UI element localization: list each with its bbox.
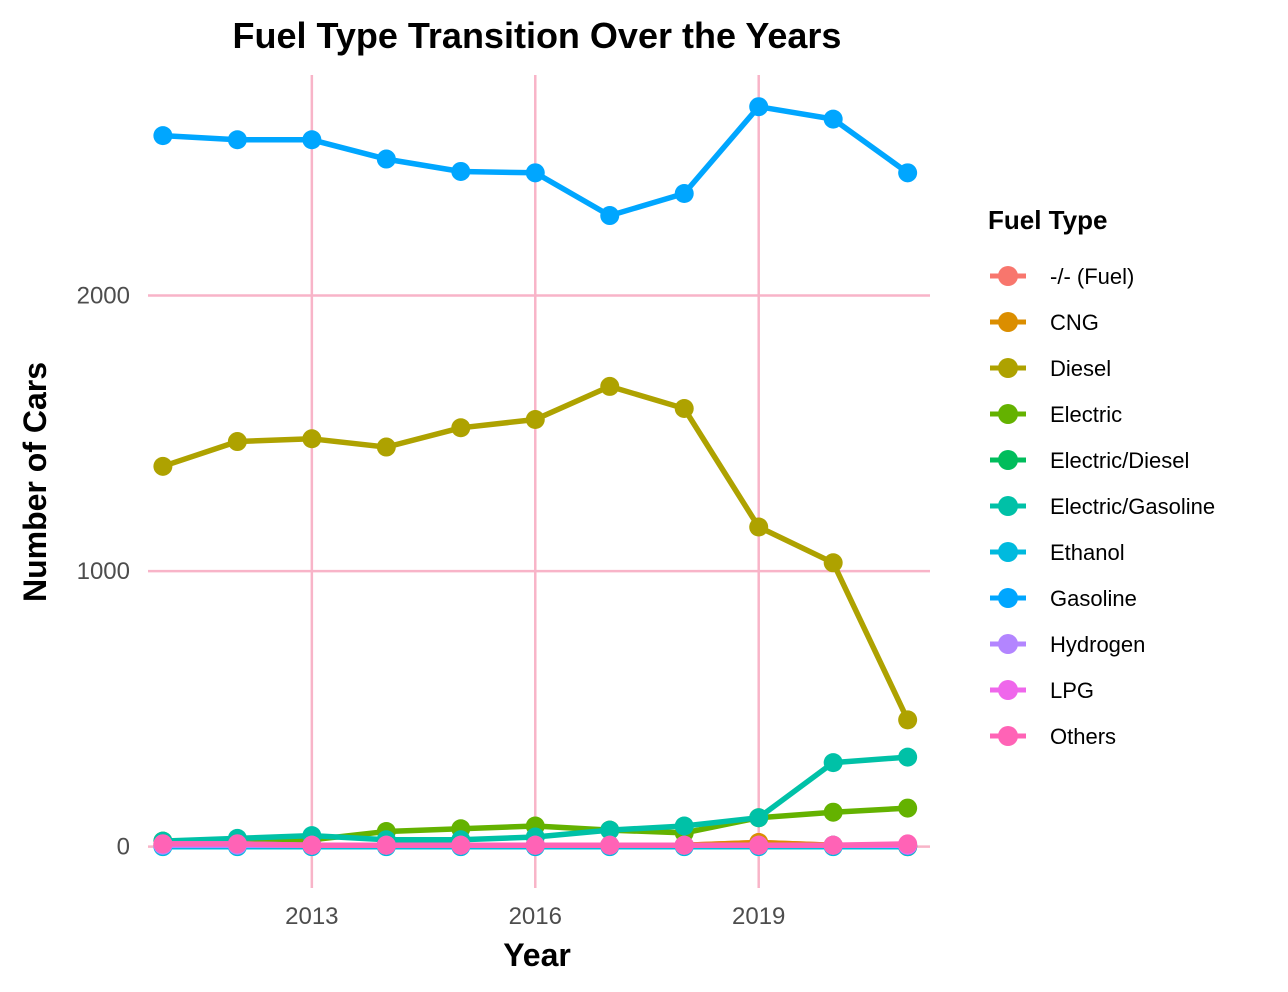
- legend-key-point: [998, 266, 1018, 286]
- legend-label: CNG: [1050, 310, 1099, 335]
- legend-key-point: [998, 358, 1018, 378]
- legend-label: Electric/Gasoline: [1050, 494, 1215, 519]
- legend-key-point: [998, 542, 1018, 562]
- data-point: [376, 149, 396, 169]
- legend-item: Electric/Gasoline: [990, 494, 1215, 519]
- legend-key-point: [998, 726, 1018, 746]
- data-point: [898, 834, 918, 854]
- legend-item: LPG: [990, 678, 1094, 703]
- series-layer: [153, 97, 918, 857]
- data-point: [153, 456, 173, 476]
- legend-item: Electric/Diesel: [990, 448, 1189, 473]
- data-point: [600, 376, 620, 396]
- legend-key-point: [998, 496, 1018, 516]
- series: [153, 834, 918, 855]
- legend-label: Gasoline: [1050, 586, 1137, 611]
- data-point: [451, 835, 471, 855]
- data-point: [674, 816, 694, 836]
- data-point: [600, 820, 620, 840]
- data-point: [823, 835, 843, 855]
- x-tick-label: 2019: [732, 903, 785, 930]
- x-axis-title: Year: [503, 937, 571, 973]
- legend-item: Ethanol: [990, 540, 1125, 565]
- data-point: [302, 835, 322, 855]
- x-tick-label: 2016: [509, 903, 562, 930]
- legend-label: Diesel: [1050, 356, 1111, 381]
- data-point: [525, 835, 545, 855]
- legend-item: CNG: [990, 310, 1099, 335]
- legend-label: Ethanol: [1050, 540, 1125, 565]
- y-tick-label: 1000: [77, 558, 130, 585]
- data-point: [823, 802, 843, 822]
- legend-label: Electric: [1050, 402, 1122, 427]
- x-axis-ticks: 2013 2016 2019: [285, 903, 785, 930]
- data-point: [823, 109, 843, 129]
- data-point: [525, 409, 545, 429]
- legend-key-point: [998, 588, 1018, 608]
- data-point: [749, 517, 769, 537]
- legend-key-point: [998, 312, 1018, 332]
- data-point: [302, 130, 322, 150]
- legend-item: -/- (Fuel): [990, 264, 1134, 289]
- data-point: [153, 126, 173, 146]
- legend-item: Electric: [990, 402, 1122, 427]
- data-point: [823, 753, 843, 773]
- data-point: [898, 710, 918, 730]
- legend-label: Electric/Diesel: [1050, 448, 1189, 473]
- data-point: [898, 747, 918, 767]
- legend-label: -/- (Fuel): [1050, 264, 1134, 289]
- data-point: [153, 834, 173, 854]
- data-point: [451, 161, 471, 181]
- data-point: [451, 418, 471, 438]
- data-point: [376, 437, 396, 457]
- data-point: [674, 835, 694, 855]
- data-point: [749, 808, 769, 828]
- data-point: [525, 163, 545, 183]
- y-axis-ticks: 0 1000 2000: [77, 282, 130, 860]
- data-point: [898, 163, 918, 183]
- legend-title: Fuel Type: [988, 205, 1107, 235]
- legend-item: Gasoline: [990, 586, 1137, 611]
- y-axis-title: Number of Cars: [17, 362, 53, 602]
- chart-title: Fuel Type Transition Over the Years: [233, 15, 842, 56]
- data-point: [600, 206, 620, 226]
- y-tick-label: 2000: [77, 282, 130, 309]
- legend-label: Others: [1050, 724, 1116, 749]
- legend-label: Hydrogen: [1050, 632, 1145, 657]
- data-point: [600, 835, 620, 855]
- grid: [148, 75, 930, 888]
- legend-key-point: [998, 404, 1018, 424]
- legend-item: Hydrogen: [990, 632, 1145, 657]
- data-point: [227, 834, 247, 854]
- legend: Fuel Type -/- (Fuel) CNG Diesel Electric Ele…: [988, 205, 1215, 749]
- legend-key-point: [998, 450, 1018, 470]
- data-point: [674, 398, 694, 418]
- legend-label: LPG: [1050, 678, 1094, 703]
- data-point: [376, 835, 396, 855]
- data-point: [227, 432, 247, 452]
- y-tick-label: 0: [117, 834, 130, 861]
- data-point: [749, 97, 769, 117]
- legend-key-point: [998, 634, 1018, 654]
- data-point: [302, 429, 322, 449]
- x-tick-label: 2013: [285, 903, 338, 930]
- data-point: [749, 835, 769, 855]
- data-point: [674, 184, 694, 204]
- legend-item: Diesel: [990, 356, 1111, 381]
- data-point: [823, 553, 843, 573]
- data-point: [227, 130, 247, 150]
- series: [153, 376, 918, 730]
- legend-item: Others: [990, 724, 1116, 749]
- series: [153, 97, 918, 226]
- data-point: [898, 798, 918, 818]
- legend-key-point: [998, 680, 1018, 700]
